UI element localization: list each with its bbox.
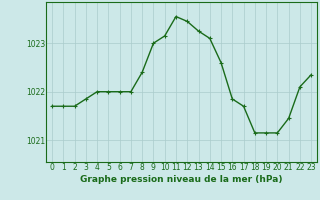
X-axis label: Graphe pression niveau de la mer (hPa): Graphe pression niveau de la mer (hPa) <box>80 175 283 184</box>
